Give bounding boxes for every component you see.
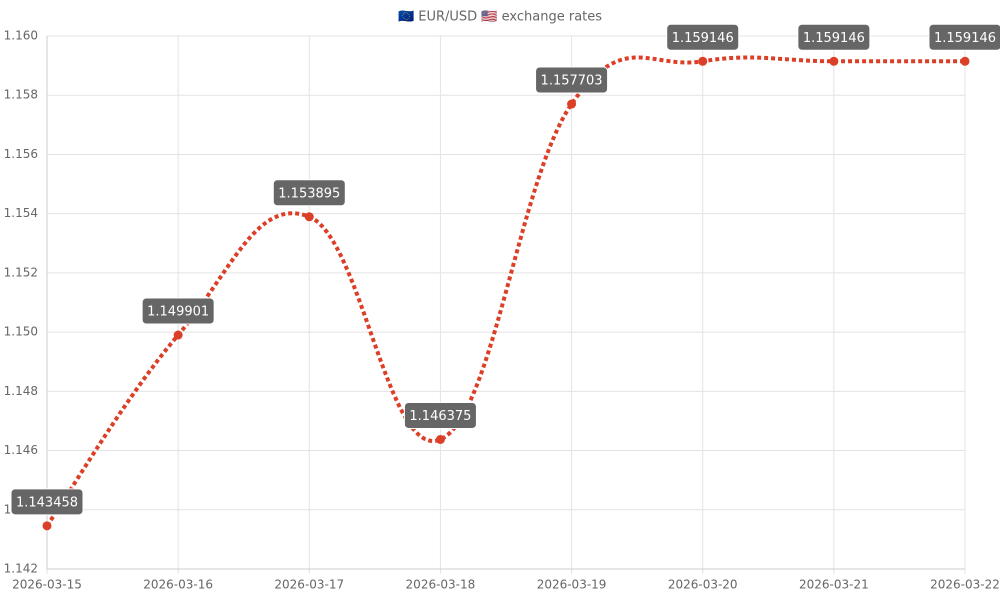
point xyxy=(960,56,970,66)
x-tick-label: 2026-03-22 xyxy=(930,578,1000,592)
chart-title: 🇪🇺 EUR/USD 🇺🇸 exchange rates xyxy=(398,10,602,25)
data-label-text: 1.159146 xyxy=(672,31,734,46)
data-label: 1.159146 xyxy=(666,23,740,51)
data-label-text: 1.159146 xyxy=(803,31,865,46)
data-label-box xyxy=(666,23,740,51)
data-label-text: 1.143458 xyxy=(16,495,78,510)
data-label-text: 1.153895 xyxy=(278,186,340,201)
data-label: 1.146375 xyxy=(403,401,477,429)
data-label-box xyxy=(272,179,346,207)
x-tick-label: 2026-03-16 xyxy=(143,578,213,592)
data-label: 1.159146 xyxy=(797,23,871,51)
y-tick-label: 1.156 xyxy=(4,147,38,161)
data-label-text: 1.157703 xyxy=(541,74,603,89)
data-label: 1.153895 xyxy=(272,179,346,207)
y-tick-label: 1.152 xyxy=(4,265,38,279)
data-label-text: 1.149901 xyxy=(147,305,209,320)
data-label-box xyxy=(141,297,215,325)
data-label-box xyxy=(10,488,84,516)
y-tick-label: 1.154 xyxy=(4,206,38,220)
x-tick-label: 2026-03-19 xyxy=(537,578,607,592)
data-label: 1.149901 xyxy=(141,297,215,325)
y-tick-label: 1.158 xyxy=(4,88,38,102)
point xyxy=(304,212,314,222)
point xyxy=(435,434,445,444)
point xyxy=(829,56,839,66)
data-label-box xyxy=(535,66,609,94)
data-label: 1.143458 xyxy=(10,488,84,516)
data-label-box xyxy=(403,401,477,429)
x-tick-label: 2026-03-15 xyxy=(12,578,82,592)
data-label: 1.159146 xyxy=(928,23,1000,51)
x-tick-label: 2026-03-18 xyxy=(406,578,476,592)
point xyxy=(42,521,52,531)
data-label: 1.157703 xyxy=(535,66,609,94)
y-tick-label: 1.160 xyxy=(4,29,38,43)
x-tick-label: 2026-03-17 xyxy=(274,578,344,592)
point xyxy=(567,99,577,109)
line xyxy=(45,55,965,527)
data-label-box xyxy=(928,23,1000,51)
data-label-text: 1.146375 xyxy=(409,409,471,424)
y-tick-label: 1.150 xyxy=(4,325,38,339)
y-tick-label: 1.148 xyxy=(4,384,38,398)
point xyxy=(698,56,708,66)
y-tick-label: 1.146 xyxy=(4,443,38,457)
x-tick-label: 2026-03-20 xyxy=(668,578,738,592)
data-label-text: 1.159146 xyxy=(934,31,996,46)
x-tick-label: 2026-03-21 xyxy=(799,578,869,592)
data-label-box xyxy=(797,23,871,51)
point xyxy=(173,330,183,340)
y-tick-label: 1.142 xyxy=(4,562,38,576)
